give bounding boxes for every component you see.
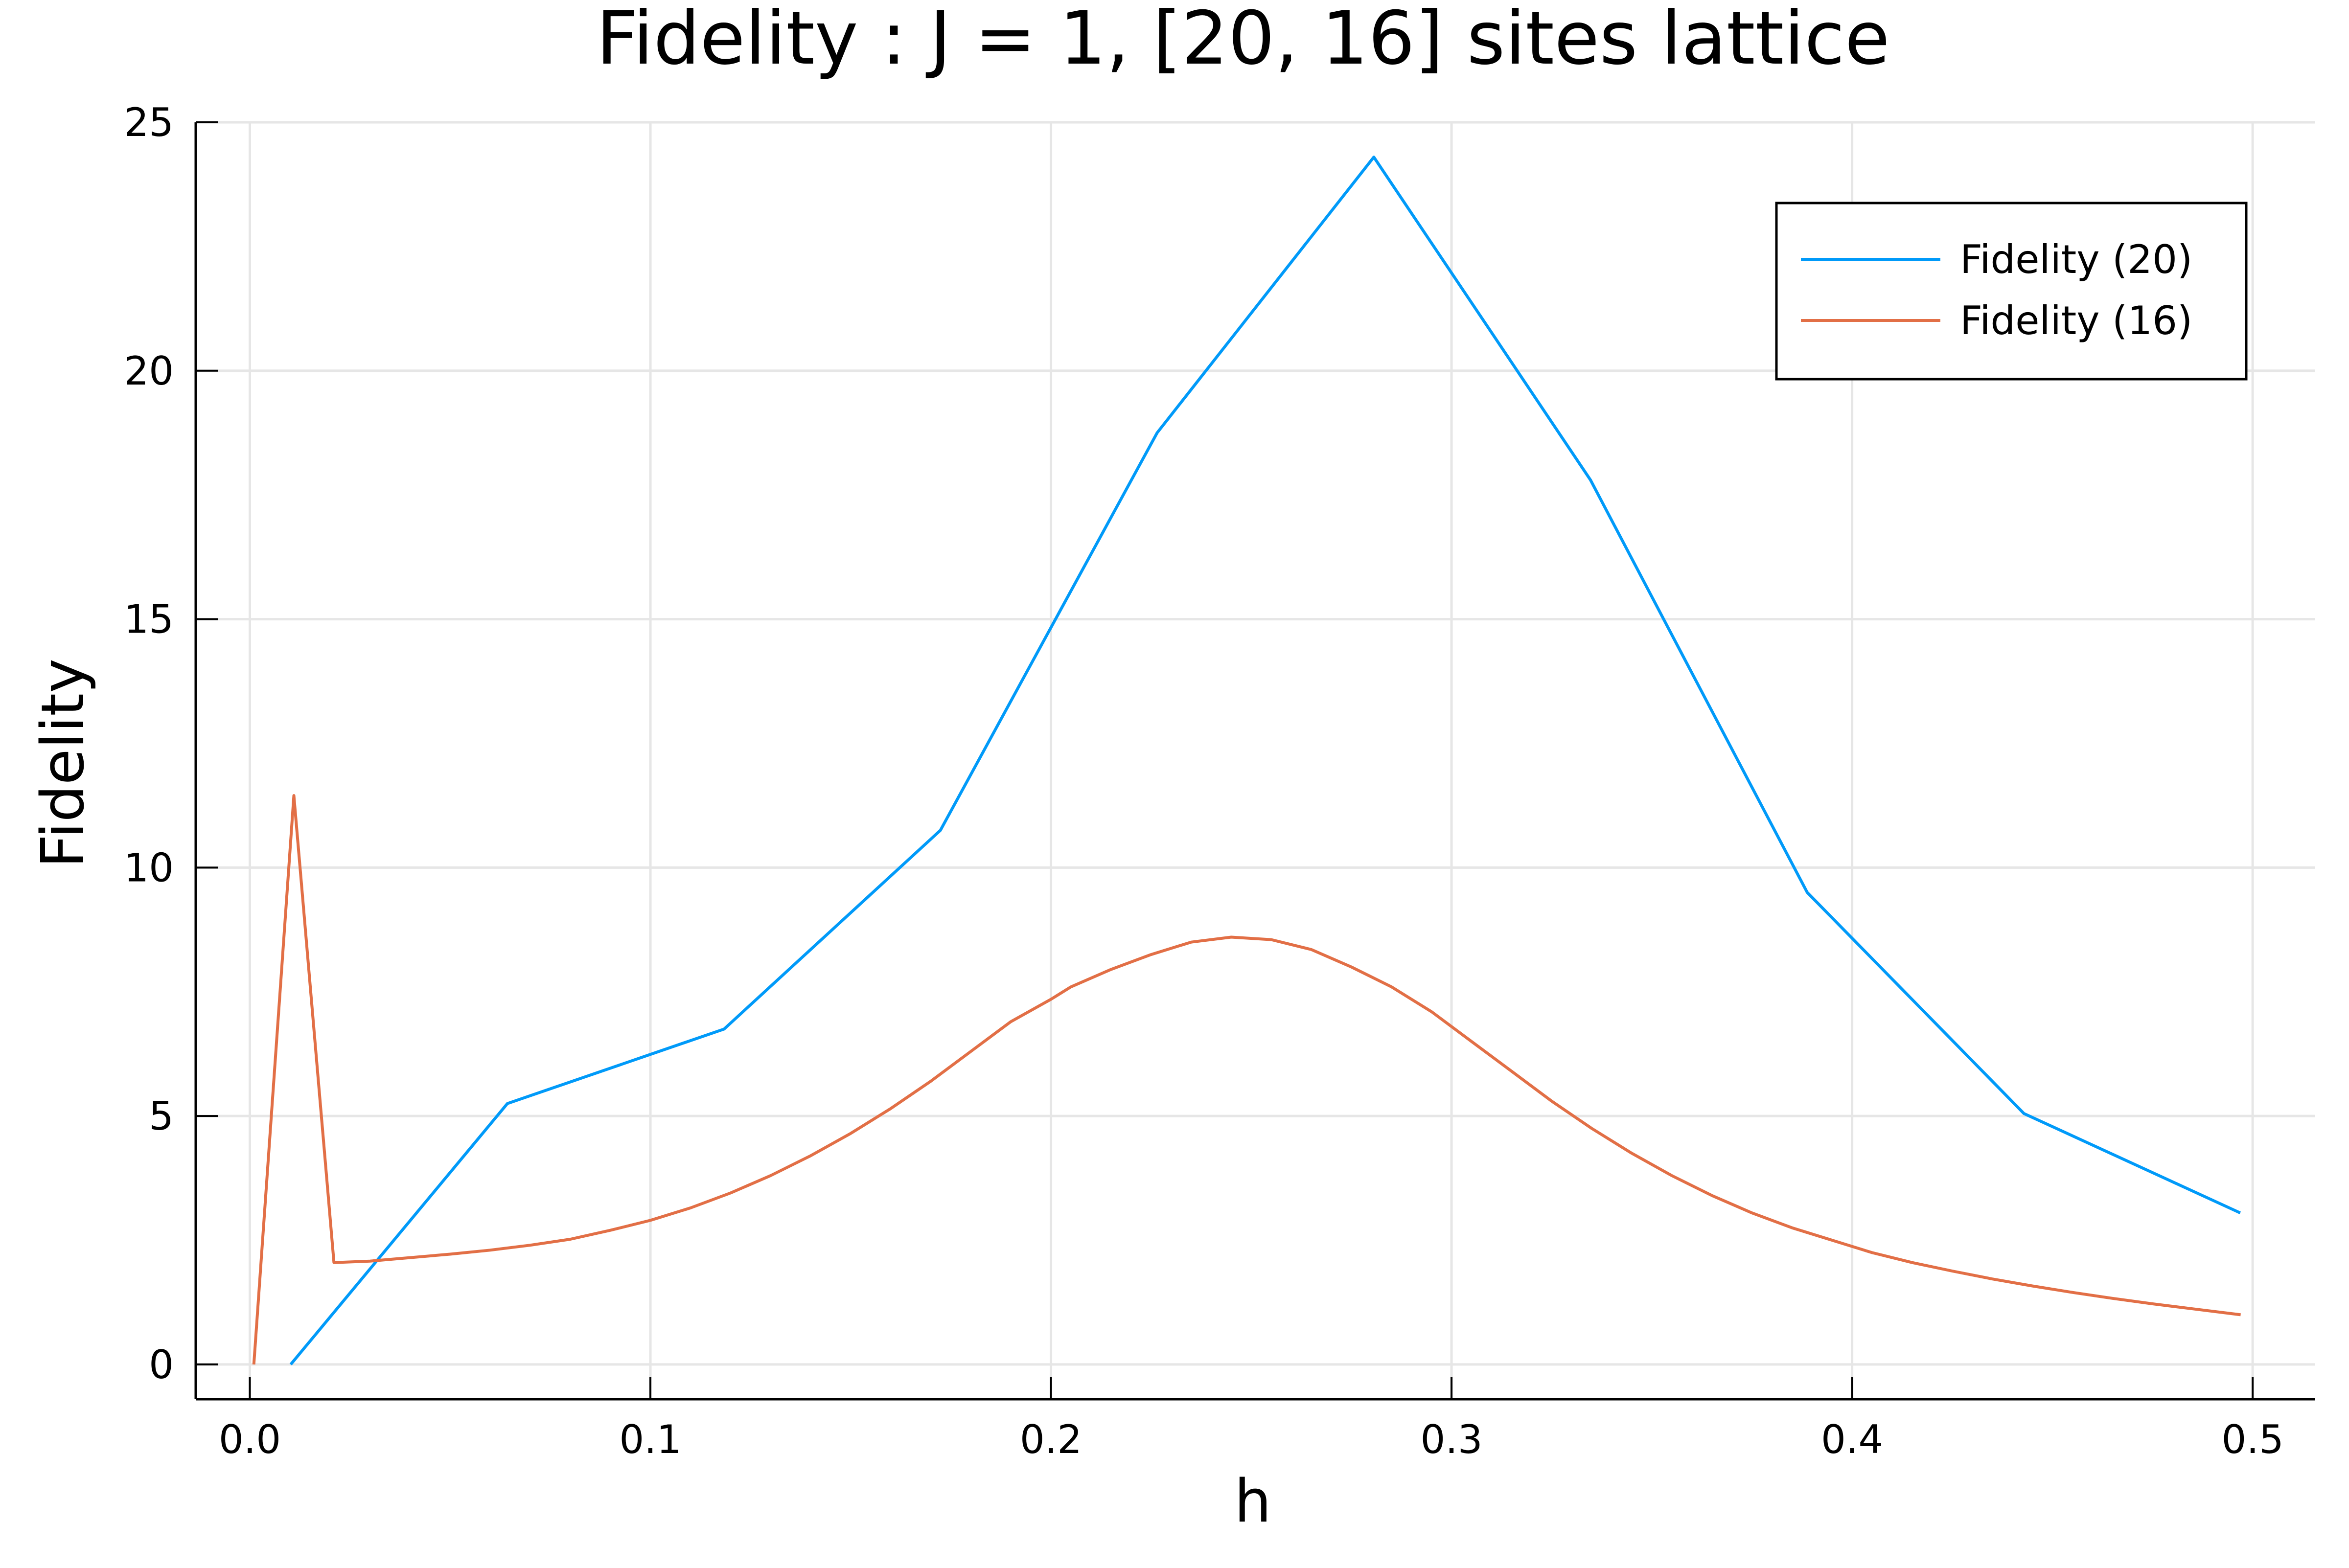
legend: Fidelity (20) Fidelity (16) <box>1775 202 2248 381</box>
legend-label: Fidelity (16) <box>1960 298 2192 343</box>
legend-label: Fidelity (20) <box>1960 237 2192 282</box>
x-tick-label: 0.0 <box>219 1417 281 1462</box>
x-tick-label: 0.3 <box>1420 1417 1482 1462</box>
x-tick-label: 0.5 <box>2222 1417 2284 1462</box>
series-line-2 <box>252 794 2241 1365</box>
chart-title: Fidelity : J = 1, [20, 16] sites lattice <box>596 0 1890 81</box>
y-axis-label: Fidelity <box>29 659 97 868</box>
x-tick-label: 0.1 <box>619 1417 681 1462</box>
y-tick-label: 0 <box>149 1342 174 1387</box>
y-tick-label: 5 <box>149 1093 174 1139</box>
x-axis-label: h <box>1234 1468 1271 1536</box>
series-line-1 <box>289 156 2241 1365</box>
legend-box <box>1775 202 2248 381</box>
axes: 0.0 0.1 0.2 0.3 0.4 0.5 0 5 10 15 20 25 <box>124 100 2315 1462</box>
series-lines <box>252 156 2241 1365</box>
x-tick-label: 0.4 <box>1821 1417 1883 1462</box>
y-tick-label: 15 <box>124 597 174 642</box>
y-tick-label: 10 <box>124 845 174 890</box>
y-tick-label: 20 <box>124 348 174 394</box>
y-tick-label: 25 <box>124 100 174 145</box>
x-tick-label: 0.2 <box>1020 1417 1082 1462</box>
